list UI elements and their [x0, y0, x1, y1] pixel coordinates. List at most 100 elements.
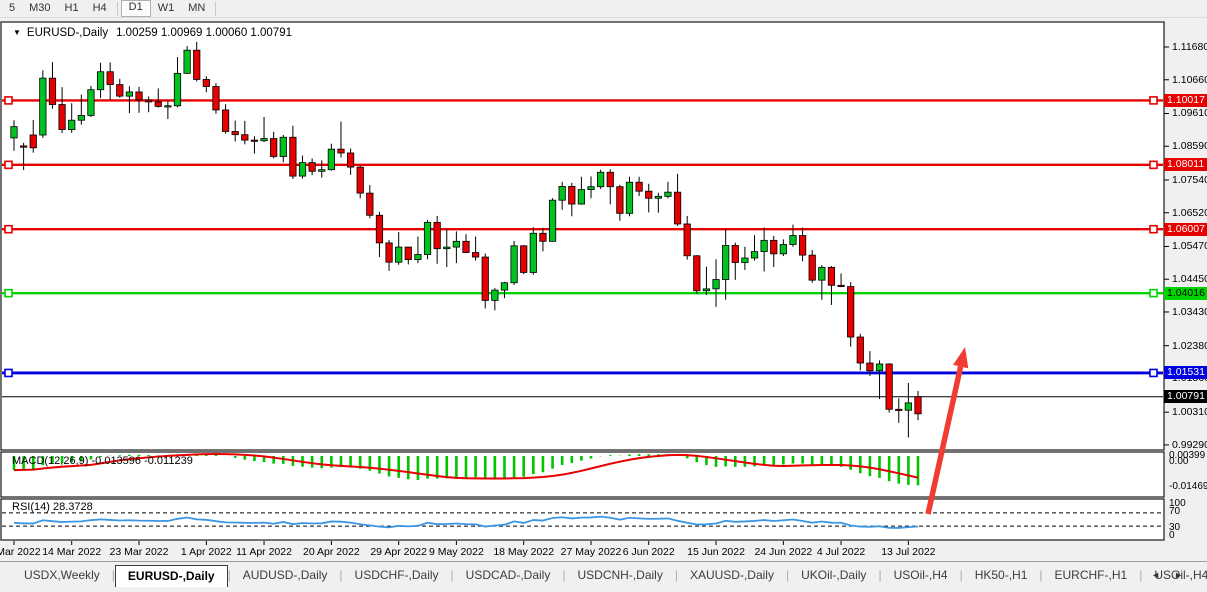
rsi-axis-label: 70: [1169, 506, 1181, 517]
hline-handle[interactable]: [4, 96, 13, 105]
tab-eurchf-h1[interactable]: EURCHF-,H1: [1054, 568, 1128, 582]
legend-high: 1.00969: [160, 27, 203, 39]
price-tag-1.01531: 1.01531: [1164, 366, 1207, 380]
tab-usdcad-daily[interactable]: USDCAD-,Daily: [465, 568, 551, 582]
legend-low: 1.00060: [205, 27, 248, 39]
candle-body: [856, 336, 864, 364]
macd-signal-line: [13, 452, 919, 480]
tab-hk50-h1[interactable]: HK50-,H1: [974, 568, 1028, 582]
tab-xauusd-daily[interactable]: XAUUSD-,Daily: [689, 568, 774, 582]
hline-handle[interactable]: [4, 368, 13, 378]
tab-separator: |: [1139, 568, 1143, 582]
date-label: 24 Jun 2022: [754, 546, 813, 558]
price-tick-label: 1.04450: [1172, 273, 1207, 286]
candle-body: [558, 185, 566, 201]
candle-body: [193, 49, 201, 80]
candle-body: [433, 221, 441, 250]
candle-body: [654, 195, 662, 199]
tab-separator: |: [959, 568, 963, 582]
timeframe-button-H4[interactable]: H4: [92, 2, 107, 14]
candle-body: [702, 288, 711, 292]
timeframe-button-5[interactable]: 5: [9, 2, 16, 14]
candle-body: [154, 101, 162, 107]
candle-body: [664, 191, 672, 197]
price-tick-label: 0.99290: [1172, 438, 1207, 451]
tab-audusd-daily[interactable]: AUDUSD-,Daily: [242, 568, 328, 582]
tab-usdchf-daily[interactable]: USDCHF-,Daily: [354, 568, 439, 582]
price-tick-label: 1.05470: [1172, 240, 1207, 253]
candle-body: [260, 138, 268, 142]
timeframe-button-M30[interactable]: M30: [29, 2, 51, 14]
tab-separator: |: [111, 568, 115, 582]
date-label: 29 Apr 2022: [370, 546, 427, 558]
tab-separator: |: [339, 568, 343, 582]
candle-body: [385, 242, 393, 263]
hline-handle[interactable]: [1149, 368, 1158, 378]
macd-name: MACD(12,26,9): [12, 455, 89, 467]
candle-body: [145, 99, 153, 103]
price-tick-label: 1.06520: [1172, 206, 1207, 219]
candle-body: [404, 246, 412, 261]
candle-body: [770, 239, 778, 255]
candle-body: [270, 138, 278, 157]
chevron-down-icon: ▼: [13, 28, 21, 37]
tab-usoil-h4[interactable]: USOil-,H4: [1154, 568, 1207, 582]
candle-body: [183, 49, 191, 74]
price-tick-label: 1.00310: [1172, 406, 1207, 419]
timeframe-button-MN[interactable]: MN: [188, 2, 206, 14]
tab-separator: |: [785, 568, 790, 582]
price-tick-label: 1.07540: [1172, 173, 1207, 186]
candle-body: [847, 286, 855, 338]
candle-body: [818, 266, 826, 281]
tab-usdcnh-daily[interactable]: USDCNH-,Daily: [577, 568, 663, 582]
candle-body: [597, 171, 605, 188]
timeframe-toolbar: 5 M30 H1 H4 D1 W1 MN: [0, 0, 1207, 18]
candle-body: [481, 256, 489, 301]
date-label: 15 Jun 2022: [687, 546, 745, 558]
price-tick-label: 1.10660: [1172, 73, 1207, 86]
tab-usdx-weekly[interactable]: USDX,Weekly: [24, 568, 100, 582]
tab-separator: |: [674, 568, 678, 582]
hline-handle[interactable]: [4, 288, 13, 298]
candle-body: [346, 152, 355, 168]
timeframe-button-W1[interactable]: W1: [157, 2, 175, 14]
candle-body: [116, 84, 124, 97]
trend-arrow-head[interactable]: [953, 347, 969, 369]
candle-body: [462, 240, 470, 253]
candle-body: [375, 214, 384, 244]
rsi-name: RSI(14): [12, 501, 50, 513]
candle-body: [895, 408, 903, 411]
hline-handle[interactable]: [1149, 288, 1158, 298]
rsi-axis-label: 100: [1169, 498, 1186, 509]
hline-handle[interactable]: [4, 160, 13, 170]
tab-scroll-right-icon[interactable]: ►: [1174, 570, 1197, 580]
candle-body: [173, 72, 182, 107]
toolbar-separator: [215, 1, 217, 16]
candle-body: [866, 362, 874, 372]
date-label: 13 Jul 2022: [881, 546, 936, 558]
hline-handle[interactable]: [1149, 96, 1158, 105]
timeframe-button-D1[interactable]: D1: [120, 0, 151, 17]
tab-ukoil-daily[interactable]: UKOil-,Daily: [801, 568, 867, 582]
candle-body: [241, 134, 249, 141]
tab-usoil-h4[interactable]: USOil-,H4: [893, 568, 948, 582]
hline-handle[interactable]: [1149, 160, 1158, 170]
candle-body: [202, 79, 210, 87]
timeframe-button-H1[interactable]: H1: [64, 2, 79, 14]
candle-body: [606, 171, 614, 188]
candle-body: [298, 162, 307, 177]
price-tick-label: 1.02380: [1172, 339, 1207, 352]
hline-handle[interactable]: [4, 224, 13, 234]
tab-eurusd-daily[interactable]: EURUSD-,Daily: [114, 565, 228, 587]
trend-arrow-shaft[interactable]: [925, 365, 964, 515]
candle-body: [625, 181, 634, 214]
candle-body: [635, 181, 643, 192]
tab-scroll-left-icon[interactable]: ◄: [1151, 570, 1175, 580]
candle-body: [452, 240, 460, 248]
macd-value: -0.013596: [91, 455, 142, 467]
candle-body: [443, 246, 451, 250]
hline-handle[interactable]: [1149, 224, 1158, 234]
candle-body: [645, 190, 653, 199]
